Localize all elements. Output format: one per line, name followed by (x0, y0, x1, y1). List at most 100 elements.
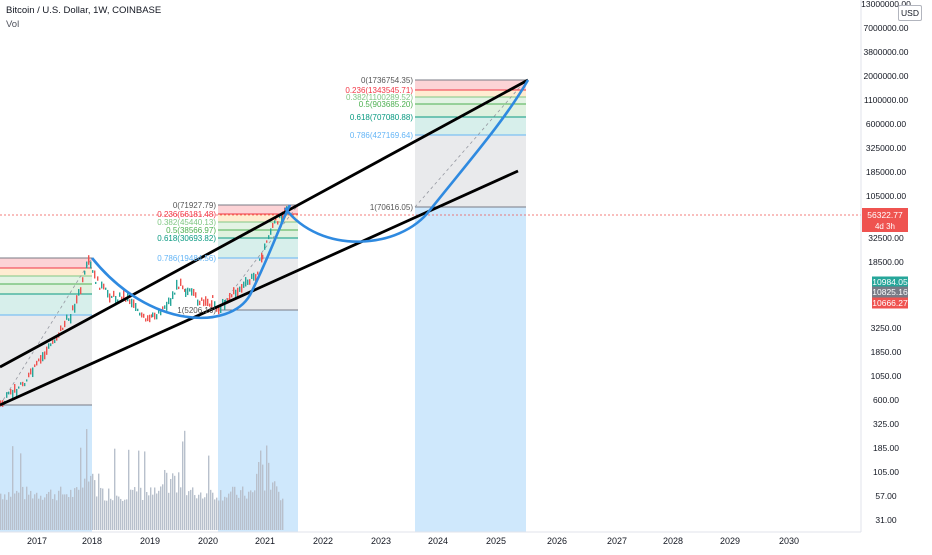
volume-bar (276, 486, 278, 530)
y-tick-label: 3800000.00 (864, 47, 909, 57)
price-candle (212, 295, 214, 299)
volume-bar (66, 494, 68, 530)
price-candle (52, 340, 54, 344)
volume-bar (244, 495, 246, 530)
volume-bar (10, 496, 12, 530)
volume-bar (140, 487, 142, 530)
price-candle (48, 343, 50, 349)
volume-bar (76, 487, 78, 530)
price-candle (176, 279, 178, 290)
volume-bar (134, 487, 136, 530)
volume-bar (210, 489, 212, 530)
volume-bar (182, 441, 184, 530)
price-candle (201, 297, 203, 301)
volume-bar (44, 497, 46, 530)
y-tick-label: 325000.00 (866, 143, 906, 153)
price-candle (40, 355, 42, 364)
price-candle (247, 279, 249, 285)
volume-bar (84, 478, 86, 530)
x-axis[interactable]: 2017 2018 2019 2020 2021 2022 2023 2024 2025 2026… (0, 531, 861, 546)
fib-level-label: 0.5(903685.20) (359, 100, 414, 109)
price-candle (264, 243, 266, 250)
price-candle (172, 291, 174, 300)
price-candle (281, 212, 283, 223)
price-candle (185, 288, 187, 297)
volume-bar (246, 498, 248, 530)
volume-bar (118, 496, 120, 530)
fib-level-label: 0(1736754.35) (361, 76, 413, 85)
volume-bar (138, 450, 140, 530)
fib-level-label: 0.618(30693.82) (157, 234, 216, 243)
price-candle (76, 295, 78, 304)
price-tag-label: 10666.27 (872, 298, 908, 308)
symbol-title: Bitcoin / U.S. Dollar, 1W, COINBASE (6, 5, 162, 16)
volume-bar (32, 498, 34, 530)
price-candle (119, 292, 121, 297)
x-tick-label: 2020 (198, 536, 218, 546)
trend-lines (0, 78, 530, 407)
price-candle (262, 254, 264, 260)
volume-bar (178, 472, 180, 530)
price-candle (259, 258, 261, 261)
volume-bar (106, 500, 108, 530)
volume-bar (142, 499, 144, 530)
fib-zone (0, 268, 92, 276)
volume-bar (260, 450, 262, 530)
volume-bar (130, 489, 132, 530)
price-candle (282, 211, 284, 220)
price-candle (18, 386, 20, 389)
volume-bar (280, 500, 282, 530)
price-candle (111, 295, 113, 298)
volume-bar (48, 491, 50, 530)
volume-bar (218, 500, 220, 530)
price-candle (174, 292, 176, 295)
fib-level-label: 1(5206.16) (177, 306, 216, 315)
price-candle (28, 372, 30, 378)
fib-zone (0, 284, 92, 294)
price-candle (178, 286, 180, 290)
price-candle (270, 228, 272, 235)
fib-zone (0, 258, 92, 268)
price-tag-label: 10825.16 (872, 287, 908, 297)
volume-bar (180, 487, 182, 530)
price-candle (82, 277, 84, 283)
volume-bar (30, 490, 32, 530)
volume-bar (278, 491, 280, 530)
fib-level-label: 0(71927.79) (173, 201, 216, 210)
volume-bar (274, 481, 276, 530)
price-candle (245, 277, 247, 287)
price-candle (255, 274, 257, 283)
price-candle (62, 327, 64, 330)
price-candle (184, 288, 186, 292)
currency-button[interactable]: USD (898, 5, 922, 21)
volume-bar (90, 475, 92, 530)
volume-bar (148, 495, 150, 530)
price-candle (249, 279, 251, 285)
volume-bar (166, 472, 168, 530)
volume-bar (74, 488, 76, 530)
volume-bar (230, 491, 232, 530)
price-candle (268, 235, 270, 240)
volume-bar (268, 462, 270, 530)
price-candle (99, 287, 101, 290)
volume-bar (36, 492, 38, 530)
fib-trend-line (0, 257, 93, 406)
y-tick-label: 31.00 (875, 515, 897, 525)
price-candle (8, 391, 10, 395)
price-candle (195, 292, 197, 298)
volume-bar (174, 475, 176, 530)
volume-bar (252, 492, 254, 530)
fib-level-label: 0.382(1100289.52) (346, 93, 413, 102)
price-candle (105, 287, 107, 290)
y-tick-label: 1100000.00 (864, 95, 909, 105)
y-tick-label: 3250.00 (871, 323, 902, 333)
volume-bar (256, 473, 258, 530)
y-axis[interactable]: 13000000.00 7000000.00 3800000.00 2000000.0… (860, 0, 911, 532)
price-candle (133, 299, 135, 308)
fib-retracements (0, 79, 861, 406)
volume-bar (62, 494, 64, 530)
volume-bar (266, 445, 268, 530)
price-candle (156, 314, 158, 320)
